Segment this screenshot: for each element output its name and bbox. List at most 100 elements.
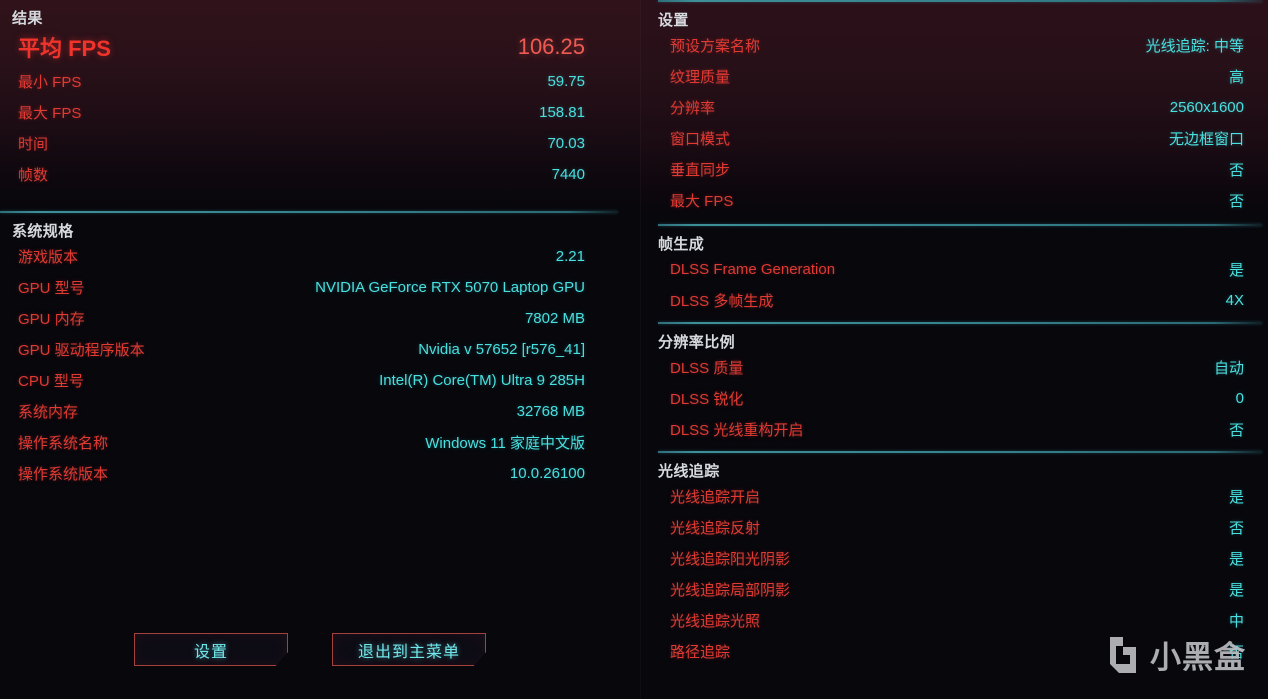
resolution-scaling-section-header: 分辨率比例 xyxy=(640,324,1268,352)
setting-row: DLSS 多帧生成 4X xyxy=(658,285,1244,316)
system-specs-section-header: 系统规格 xyxy=(0,213,640,241)
spec-label: 操作系统名称 xyxy=(18,435,109,452)
setting-value: 是 xyxy=(1228,262,1244,279)
section-divider xyxy=(658,451,1262,453)
setting-value: 是 xyxy=(1228,489,1244,506)
result-value: 59.75 xyxy=(547,73,585,90)
settings-section-header: 设置 xyxy=(640,2,1268,30)
result-row: 最小 FPS 59.75 xyxy=(14,66,585,97)
spec-row: 操作系统版本 10.0.26100 xyxy=(14,458,585,489)
spec-label: CPU 型号 xyxy=(18,373,84,390)
setting-value: 否 xyxy=(1228,162,1244,179)
results-section-header: 结果 xyxy=(0,0,640,28)
setting-value: 2560x1600 xyxy=(1169,99,1244,116)
result-label: 最小 FPS xyxy=(18,74,82,91)
spec-value: 2.21 xyxy=(555,248,585,265)
right-column: 设置 预设方案名称 光线追踪: 中等 纹理质量 高 分辨率 2560x1600 … xyxy=(640,0,1268,699)
spec-value: 32768 MB xyxy=(516,403,585,420)
spec-value: Nvidia v 57652 [r576_41] xyxy=(418,341,585,358)
setting-row: 最大 FPS 否 xyxy=(658,185,1244,216)
setting-value: 否 xyxy=(1228,644,1244,661)
setting-row: 光线追踪反射 否 xyxy=(658,512,1244,543)
result-row-average-fps: 平均 FPS 106.25 xyxy=(14,28,585,66)
spec-label: 系统内存 xyxy=(18,404,79,421)
setting-row: DLSS 光线重构开启 否 xyxy=(658,414,1244,445)
result-row: 时间 70.03 xyxy=(14,128,585,159)
action-button-bar: 设置 退出到主菜单 xyxy=(0,633,640,666)
result-row: 最大 FPS 158.81 xyxy=(14,97,585,128)
spec-row: 游戏版本 2.21 xyxy=(14,241,585,272)
frame-generation-title: 帧生成 xyxy=(658,236,705,253)
setting-label: 光线追踪反射 xyxy=(670,520,761,537)
spec-label: 游戏版本 xyxy=(18,249,79,266)
section-divider xyxy=(658,322,1262,324)
settings-rows: 预设方案名称 光线追踪: 中等 纹理质量 高 分辨率 2560x1600 窗口模… xyxy=(640,30,1268,216)
setting-value: 否 xyxy=(1228,193,1244,210)
setting-label: 光线追踪阳光阴影 xyxy=(670,551,791,568)
result-label: 时间 xyxy=(18,136,49,153)
spec-row: CPU 型号 Intel(R) Core(TM) Ultra 9 285H xyxy=(14,365,585,396)
setting-row: 光线追踪开启 是 xyxy=(658,481,1244,512)
setting-row: 分辨率 2560x1600 xyxy=(658,92,1244,123)
exit-to-main-menu-button[interactable]: 退出到主菜单 xyxy=(332,633,486,666)
settings-button-label: 设置 xyxy=(193,643,228,661)
exit-button-label: 退出到主菜单 xyxy=(357,643,460,661)
frame-generation-rows: DLSS Frame Generation 是 DLSS 多帧生成 4X xyxy=(640,254,1268,316)
spec-value: 7802 MB xyxy=(524,310,585,327)
setting-value: 否 xyxy=(1228,520,1244,537)
ray-tracing-title: 光线追踪 xyxy=(658,463,720,480)
settings-title: 设置 xyxy=(658,12,689,29)
setting-label: 路径追踪 xyxy=(670,644,731,661)
settings-button[interactable]: 设置 xyxy=(134,633,288,666)
section-divider xyxy=(658,224,1262,226)
setting-row: 预设方案名称 光线追踪: 中等 xyxy=(658,30,1244,61)
setting-label: 纹理质量 xyxy=(670,69,731,86)
setting-label: 预设方案名称 xyxy=(670,38,761,55)
spec-value: Windows 11 家庭中文版 xyxy=(425,435,585,452)
setting-value: 否 xyxy=(1228,422,1244,439)
xiaoheihe-logo-icon xyxy=(1110,636,1136,673)
watermark: 小黑盒 xyxy=(1106,632,1246,677)
spec-label: GPU 型号 xyxy=(18,280,85,297)
setting-row: 光线追踪局部阴影 是 xyxy=(658,574,1244,605)
ray-tracing-section-header: 光线追踪 xyxy=(640,453,1268,481)
setting-row: DLSS Frame Generation 是 xyxy=(658,254,1244,285)
spec-row: 系统内存 32768 MB xyxy=(14,396,585,427)
spec-label: GPU 驱动程序版本 xyxy=(18,342,145,359)
spec-label: 操作系统版本 xyxy=(18,466,109,483)
setting-label: DLSS 锐化 xyxy=(670,391,744,408)
spec-row: GPU 型号 NVIDIA GeForce RTX 5070 Laptop GP… xyxy=(14,272,585,303)
spec-value: 10.0.26100 xyxy=(509,465,585,482)
setting-row: 路径追踪 否 xyxy=(658,636,1244,667)
result-label: 平均 FPS xyxy=(18,36,111,61)
result-value: 7440 xyxy=(551,166,585,183)
setting-row: 光线追踪光照 中 xyxy=(658,605,1244,636)
resolution-scaling-rows: DLSS 质量 自动 DLSS 锐化 0 DLSS 光线重构开启 否 xyxy=(640,352,1268,445)
setting-label: 光线追踪局部阴影 xyxy=(670,582,791,599)
setting-value: 无边框窗口 xyxy=(1168,131,1244,148)
setting-label: 分辨率 xyxy=(670,100,716,117)
result-row: 帧数 7440 xyxy=(14,159,585,190)
setting-row: 窗口模式 无边框窗口 xyxy=(658,123,1244,154)
resolution-scaling-title: 分辨率比例 xyxy=(658,334,736,351)
setting-row: DLSS 锐化 0 xyxy=(658,383,1244,414)
section-divider xyxy=(658,0,1262,2)
setting-row: 纹理质量 高 xyxy=(658,61,1244,92)
result-value: 70.03 xyxy=(547,135,585,152)
result-value: 106.25 xyxy=(517,34,585,59)
setting-value: 4X xyxy=(1225,292,1244,309)
results-rows: 平均 FPS 106.25 最小 FPS 59.75 最大 FPS 158.81… xyxy=(0,28,640,190)
setting-value: 光线追踪: 中等 xyxy=(1145,38,1244,55)
setting-value: 自动 xyxy=(1213,360,1244,377)
result-label: 帧数 xyxy=(18,167,49,184)
setting-value: 是 xyxy=(1228,551,1244,568)
left-column: 结果 平均 FPS 106.25 最小 FPS 59.75 最大 FPS 158… xyxy=(0,0,640,666)
setting-label: 窗口模式 xyxy=(670,131,731,148)
result-label: 最大 FPS xyxy=(18,105,82,122)
watermark-text: 小黑盒 xyxy=(1150,640,1246,676)
results-title: 结果 xyxy=(12,10,43,27)
column-seam xyxy=(640,0,641,699)
setting-row: 光线追踪阳光阴影 是 xyxy=(658,543,1244,574)
setting-label: 最大 FPS xyxy=(670,193,734,210)
